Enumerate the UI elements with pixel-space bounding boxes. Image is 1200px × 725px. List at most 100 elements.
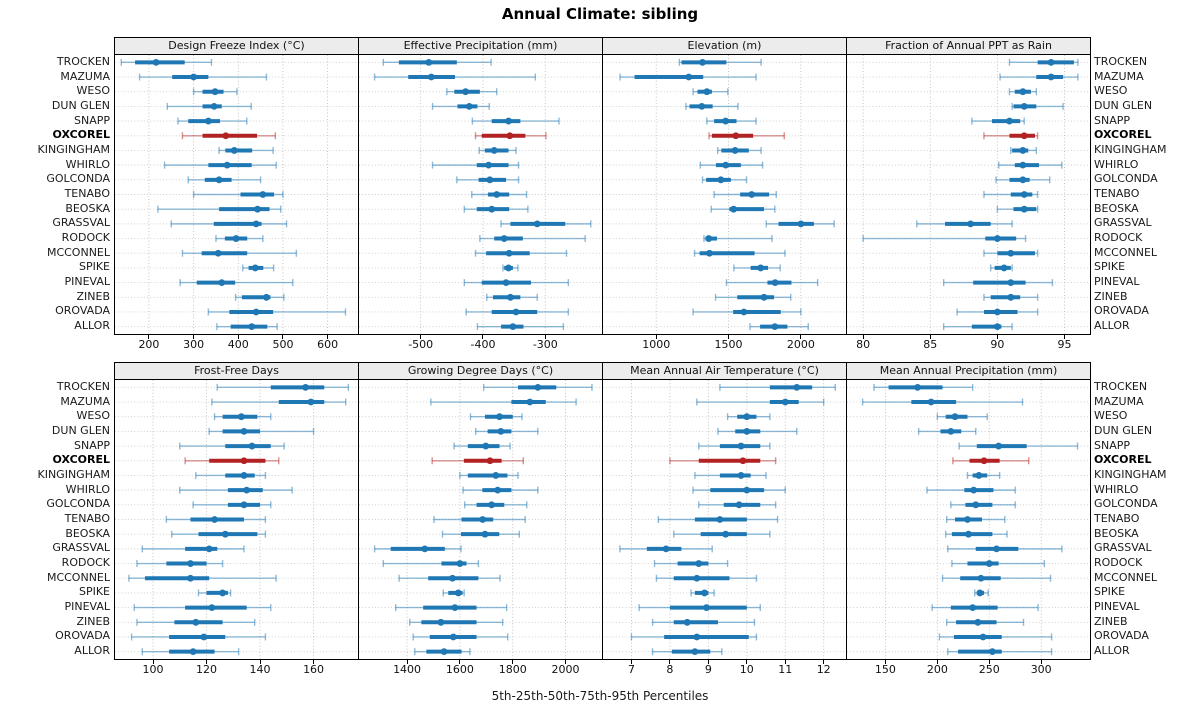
series-dun-glen	[166, 102, 252, 110]
series-grassval	[500, 220, 592, 228]
station-label-right-pineval: PINEVAL	[1094, 600, 1140, 614]
series-whirlo	[163, 161, 277, 169]
series-dun-glen	[717, 427, 798, 435]
station-label-left-grassval: GRASSVAL	[52, 216, 110, 230]
series-dun-glen	[1011, 102, 1064, 110]
series-orovada	[692, 308, 802, 316]
median-dot-golconda	[215, 176, 223, 184]
median-dot-golconda	[1019, 176, 1027, 184]
median-dot-mazuma	[1047, 73, 1055, 81]
median-dot-tenabo	[964, 516, 971, 523]
tick-mark	[327, 335, 329, 339]
station-label-right-snapp: SNAPP	[1094, 113, 1131, 127]
panel-box-frost-free-days: Frost-Free Days	[114, 362, 359, 660]
series-oxcorel	[669, 457, 777, 465]
tick-mark	[988, 660, 990, 664]
series-trocken	[1008, 58, 1079, 66]
median-dot-orovada	[693, 633, 701, 641]
series-tenabo	[471, 191, 528, 198]
station-label-right-rodock: RODOCK	[1094, 556, 1143, 570]
tick-label: 11	[778, 663, 793, 676]
station-label-left-beoska: BEOSKA	[65, 526, 110, 540]
station-label-right-golconda: GOLCONDA	[1094, 172, 1158, 186]
series-oxcorel	[952, 457, 1030, 465]
tick-label: 200	[926, 663, 948, 676]
tick-mark	[800, 335, 802, 339]
series-oxcorel	[474, 132, 547, 140]
median-dot-weso	[951, 413, 959, 421]
series-spike	[197, 589, 232, 597]
series-weso	[692, 88, 729, 96]
median-dot-tenabo	[716, 516, 724, 523]
median-dot-kingingham	[240, 472, 248, 479]
series-tenabo	[657, 516, 779, 523]
series-zineb	[409, 618, 504, 626]
median-dot-snapp	[482, 442, 490, 450]
station-label-left-orovada: OROVADA	[55, 629, 110, 643]
tick-mark	[1040, 660, 1042, 664]
station-label-left-oxcorel: OXCOREL	[52, 128, 110, 142]
gridlines	[359, 380, 602, 659]
tick-label: 300	[183, 338, 205, 351]
series-grassval	[947, 545, 1063, 553]
median-dot-allor	[691, 648, 699, 656]
series-allor	[749, 323, 809, 331]
series-whirlo	[431, 161, 520, 169]
series-pineval	[638, 604, 761, 612]
median-dot-zineb	[683, 618, 691, 626]
series-zineb	[714, 293, 792, 301]
median-dot-oxcorel	[240, 457, 248, 465]
median-dot-spike	[454, 589, 462, 597]
series-oxcorel	[708, 132, 785, 140]
tick-mark	[152, 660, 154, 664]
median-dot-pineval	[771, 279, 779, 287]
series-weso	[469, 413, 523, 421]
tick-label: 140	[249, 663, 271, 676]
axis-growing-degree-days-c: 1400 1600 1800 2000	[358, 660, 603, 676]
series-beoska	[996, 205, 1039, 213]
panel-fraction-of-annual-ppt-as-rain: Fraction of Annual PPT as Rain 80 85 90 95	[846, 37, 1091, 351]
median-dot-spike	[219, 589, 226, 597]
median-dot-rodock	[695, 560, 703, 567]
plot-area-mean-annual-air-temperature-c	[603, 380, 846, 659]
tick-label: 1600	[445, 663, 474, 676]
series-golconda	[192, 501, 272, 509]
median-dot-snapp	[737, 442, 745, 450]
series-beoska	[673, 530, 771, 538]
series-mazuma	[373, 73, 537, 81]
series-orovada	[956, 308, 1039, 316]
series-mcconnel	[983, 249, 1039, 257]
series-zineb	[983, 293, 1039, 301]
series-orovada	[412, 633, 509, 641]
median-dot-weso	[462, 88, 469, 96]
median-dot-snapp	[204, 117, 212, 125]
median-dot-golconda	[486, 176, 494, 184]
median-dot-oxcorel	[222, 132, 230, 140]
series-mazuma	[430, 398, 577, 406]
series-orovada	[130, 633, 267, 641]
series-rodock	[951, 560, 1046, 568]
median-dot-golconda	[735, 501, 743, 509]
series-dun-glen	[475, 427, 539, 435]
series-kingingham	[717, 146, 762, 154]
series-mazuma	[211, 398, 347, 406]
station-label-left-oxcorel: OXCOREL	[52, 453, 110, 467]
series-grassval	[141, 545, 245, 553]
median-dot-spike	[701, 589, 708, 597]
median-dot-mazuma	[526, 398, 534, 406]
station-label-left-orovada: OROVADA	[55, 304, 110, 318]
tick-mark	[630, 660, 632, 664]
station-label-left-golconda: GOLCONDA	[46, 172, 110, 186]
station-label-right-weso: WESO	[1094, 409, 1128, 423]
station-label-left-mcconnel: MCCONNEL	[46, 245, 110, 259]
median-dot-whirlo	[722, 161, 730, 169]
median-dot-weso	[743, 413, 751, 421]
median-dot-orovada	[979, 633, 987, 641]
median-dot-dun-glen	[698, 102, 706, 110]
median-dot-dun-glen	[1020, 102, 1028, 110]
median-dot-golconda	[488, 501, 495, 509]
series-orovada	[938, 633, 1053, 641]
tick-label: 7	[627, 663, 635, 676]
series-snapp	[958, 442, 1079, 450]
station-label-right-orovada: OROVADA	[1094, 304, 1149, 318]
